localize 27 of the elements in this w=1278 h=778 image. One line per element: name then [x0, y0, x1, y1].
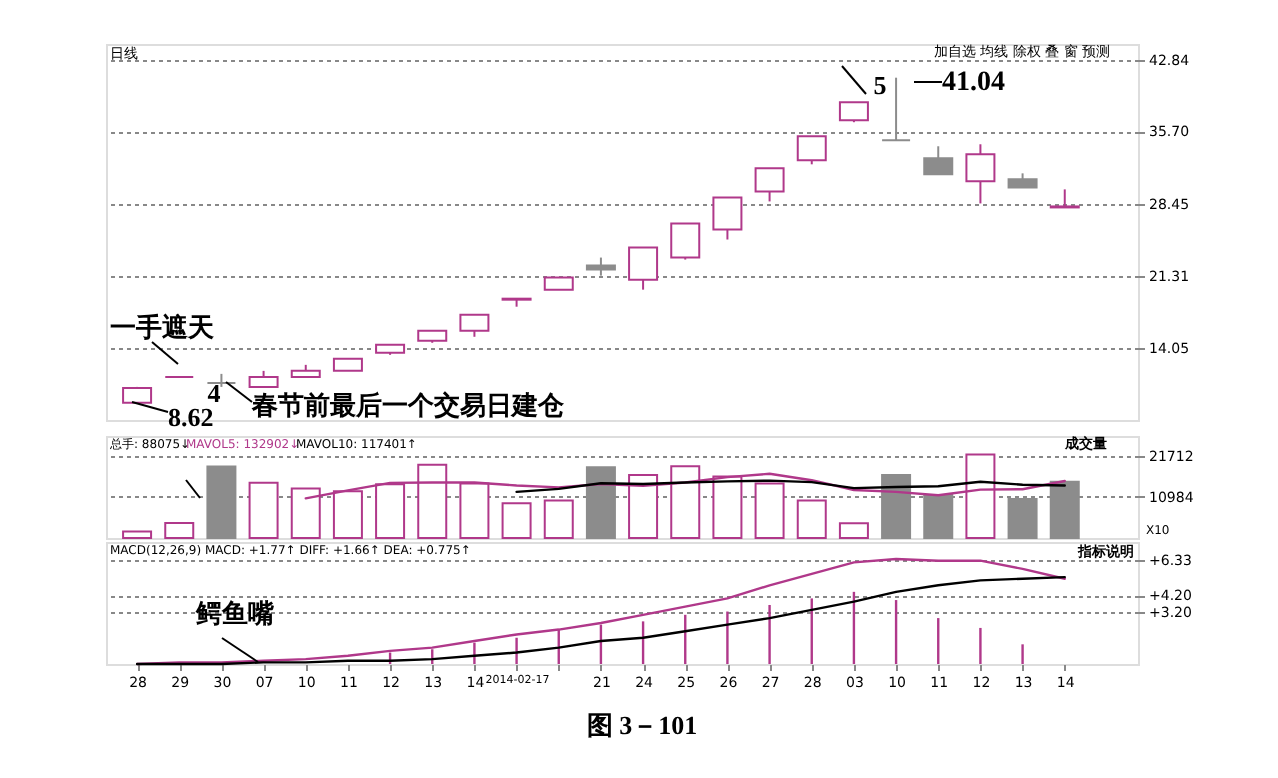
candlestick [796, 135, 827, 166]
candlestick [1049, 188, 1080, 209]
bar [838, 522, 869, 539]
bar [501, 502, 532, 539]
bar [796, 499, 827, 539]
bar [248, 481, 279, 539]
annotation: 8.62 [168, 402, 214, 432]
bar [164, 521, 195, 539]
candlestick [628, 246, 659, 291]
bar [543, 499, 574, 539]
bar [122, 530, 153, 539]
candlestick [838, 101, 869, 124]
candlestick [670, 222, 701, 261]
line-series [135, 575, 1066, 666]
candlestick [754, 167, 785, 203]
candlestick [923, 145, 954, 176]
candlestick [712, 196, 743, 241]
annotation: 5 [873, 70, 888, 100]
candlestick [965, 143, 996, 205]
annotation: 一手遮天 [110, 312, 216, 342]
annotation: 鳄鱼嘴 [194, 598, 276, 628]
bar [754, 482, 785, 539]
annotation: 4 [207, 378, 222, 408]
caption: 图 3－101 [586, 710, 698, 740]
annotation: 41.04 [942, 68, 1005, 98]
candlestick [459, 313, 490, 338]
annotation: 春节前最后一个交易日建仓 [250, 390, 566, 420]
